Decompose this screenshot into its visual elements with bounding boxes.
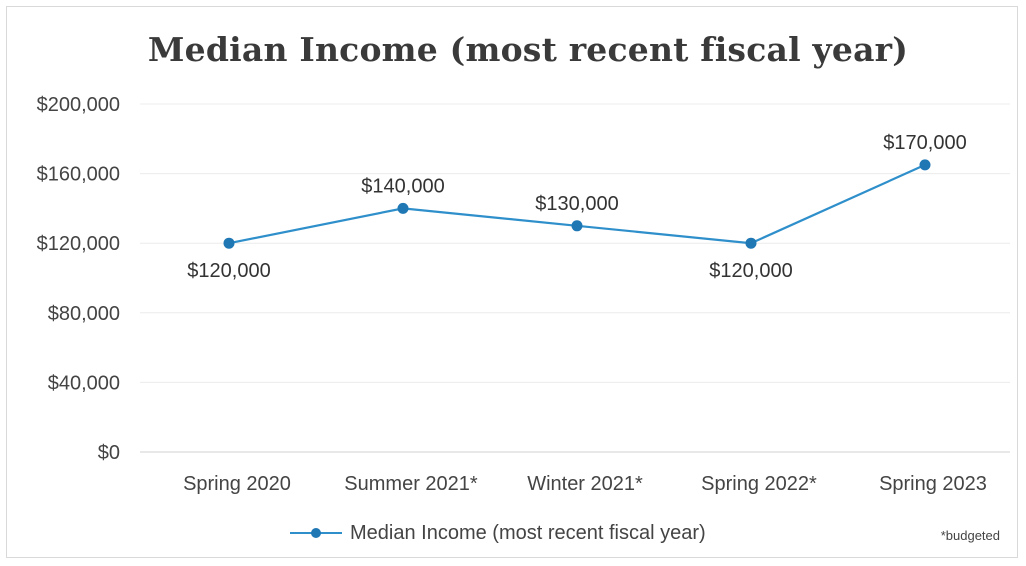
x-tick-label: Spring 2023 [879,473,987,495]
legend-label: Median Income (most recent fiscal year) [350,521,706,544]
y-tick-label: $40,000 [48,372,120,394]
footnote: *budgeted [940,528,1000,543]
gridlines [140,103,1010,453]
data-point [223,237,235,249]
data-point [919,159,931,171]
series-layer [223,159,931,249]
data-point [397,202,409,214]
legend-marker [290,523,342,543]
chart-frame [6,6,1018,558]
data-label: $120,000 [709,260,792,282]
data-point [745,237,757,249]
data-label: $120,000 [187,260,270,282]
x-tick-label: Spring 2020 [183,473,291,495]
x-tick-label: Winter 2021* [527,473,643,495]
y-tick-label: $200,000 [37,94,120,116]
y-tick-label: $160,000 [37,164,120,186]
data-label: $130,000 [535,193,618,215]
legend: Median Income (most recent fiscal year) [290,520,706,546]
x-tick-label: Spring 2022* [701,473,817,495]
chart-title: Median Income (most recent fiscal year) [147,30,909,69]
y-tick-label: $120,000 [37,233,120,255]
data-label: $170,000 [883,132,966,154]
x-axis-ticks: Spring 2020 Summer 2021* Winter 2021* Sprin… [183,473,987,495]
y-tick-label: $0 [98,442,120,464]
y-tick-label: $80,000 [48,303,120,325]
data-labels: $120,000 $140,000 $130,000 $120,000 $170,000 [187,132,966,282]
x-tick-label: Summer 2021* [344,473,478,495]
data-point [571,220,583,232]
y-axis-ticks: $0 $40,000 $80,000 $120,000 $160,000 $200,000 [37,94,120,464]
data-label: $140,000 [361,175,444,197]
